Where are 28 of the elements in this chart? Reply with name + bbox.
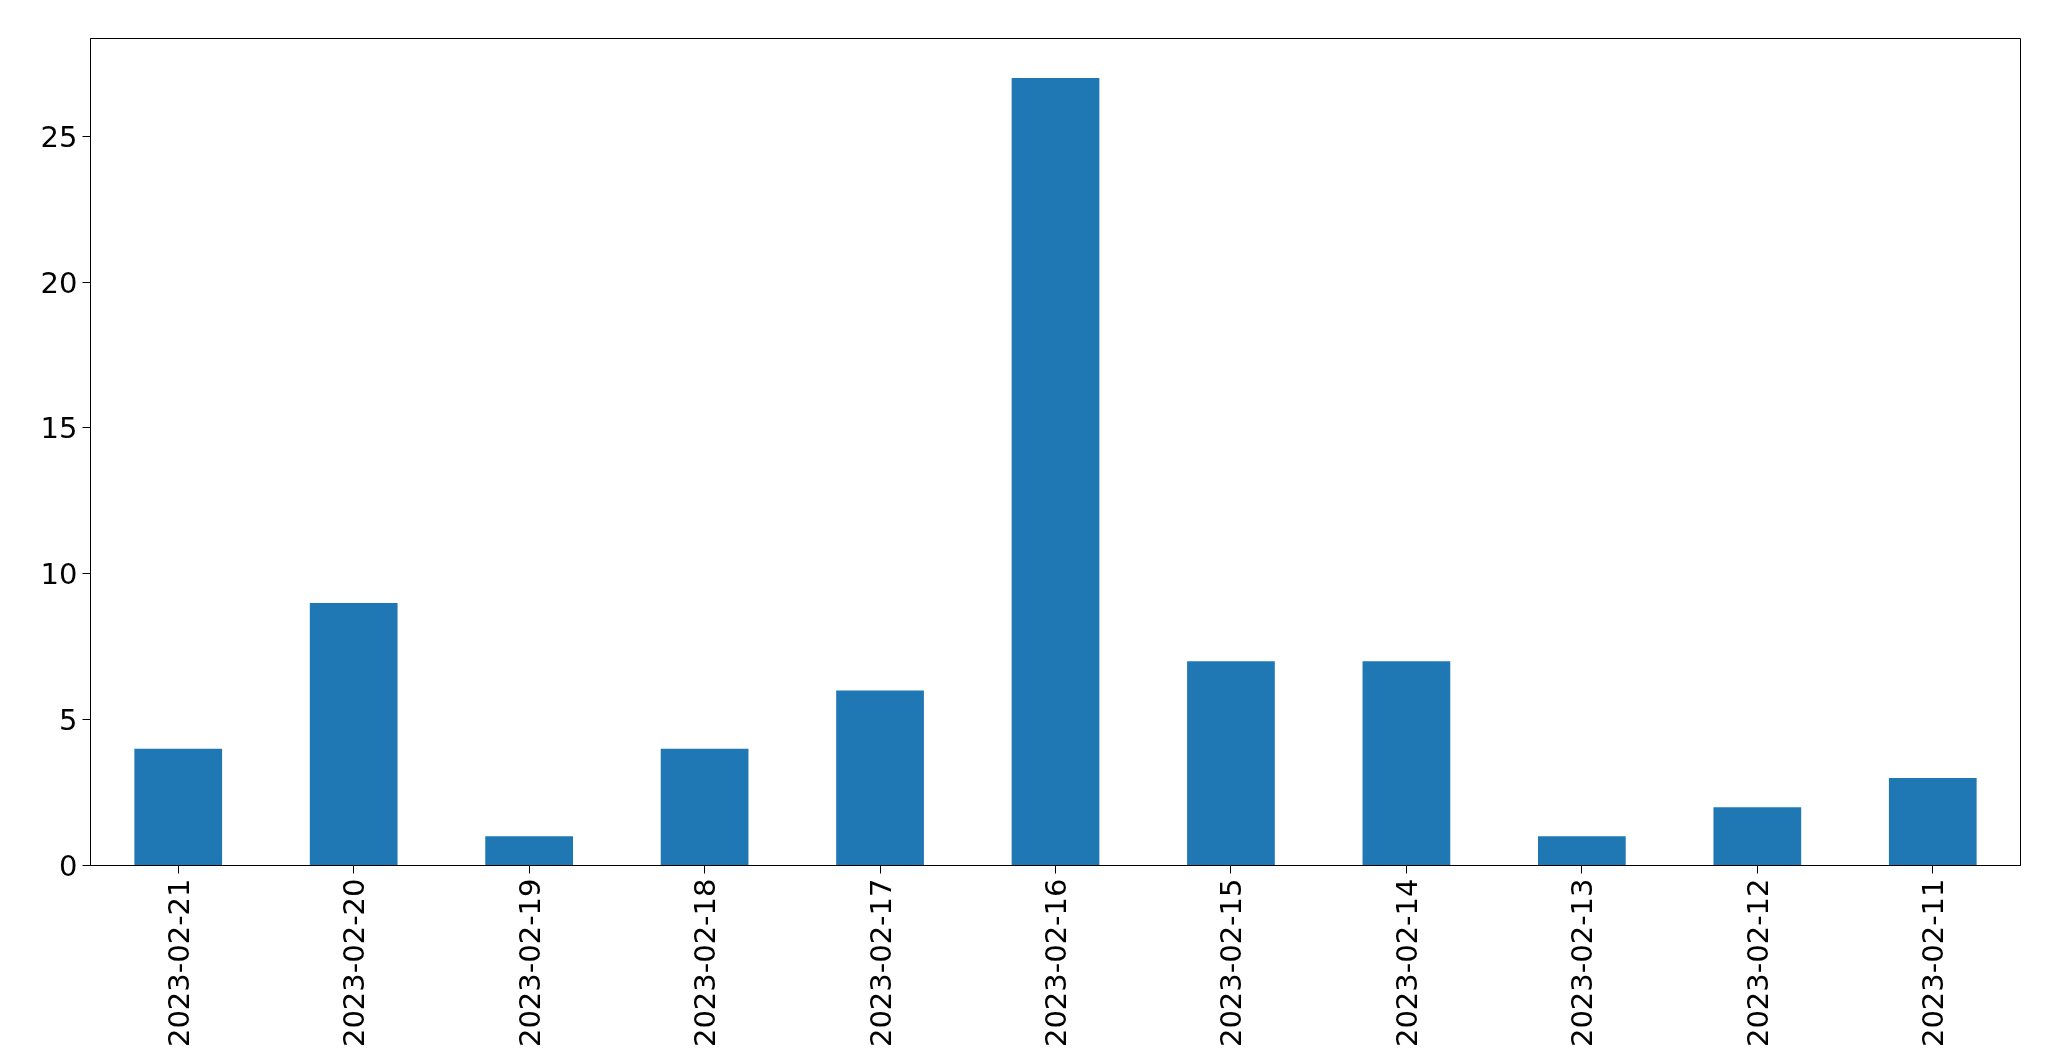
bar [1888,777,1977,866]
x-tick-label: 2023-02-14 [1389,878,1424,1048]
x-tick-label: 2023-02-15 [1214,878,1249,1048]
bar [836,690,924,866]
bar [309,602,398,866]
y-tick-label: 0 [59,849,78,883]
x-tick-label: 2023-02-12 [1740,878,1775,1048]
bar [1538,836,1626,866]
bar [1011,77,1100,866]
x-tick-label: 2023-02-17 [863,878,898,1048]
bar [1187,661,1275,866]
y-tick-label: 15 [40,411,78,446]
bar [1362,661,1451,866]
x-tick-label: 2023-02-16 [1039,878,1073,1048]
y-tick-label: 5 [59,703,78,738]
y-tick-label: 20 [40,265,78,300]
bar [660,748,749,866]
bar [1713,807,1802,866]
y-tick-label: 10 [40,557,78,592]
x-tick-label: 2023-02-18 [688,878,723,1048]
x-tick-label: 2023-02-11 [1916,878,1951,1048]
x-tick-label: 2023-02-19 [512,878,547,1048]
y-tick-label: 25 [40,119,78,154]
x-tick-label: 2023-02-13 [1565,878,1600,1048]
bar [134,748,223,866]
x-tick-label: 2023-02-20 [337,878,372,1048]
x-tick-label: 2023-02-21 [161,878,196,1048]
bar [485,836,573,866]
